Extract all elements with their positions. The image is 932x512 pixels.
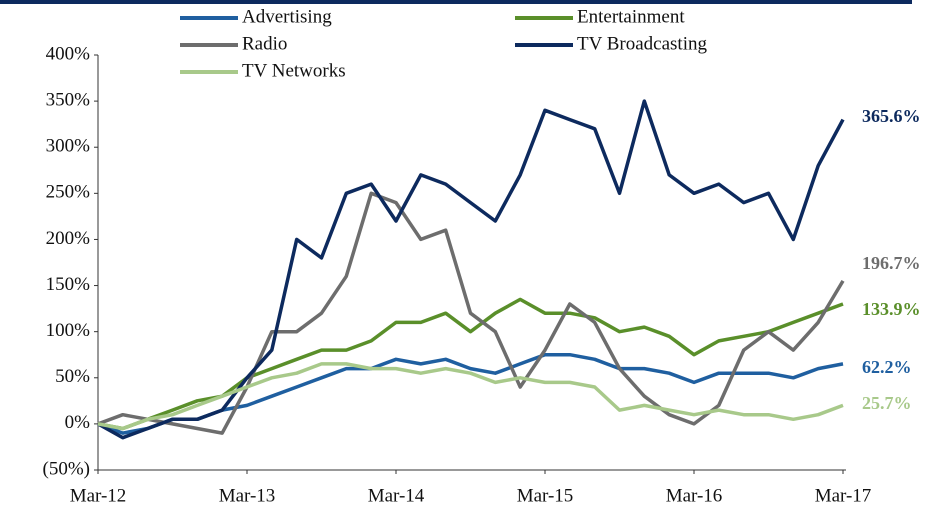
series-line xyxy=(97,362,844,431)
end-annotation: 196.7% xyxy=(862,253,921,273)
x-tick-label: Mar-15 xyxy=(517,485,574,506)
series-line xyxy=(97,99,845,440)
legend-label: Advertising xyxy=(242,6,332,27)
y-tick-label: 350% xyxy=(46,89,91,110)
x-tick-label: Mar-14 xyxy=(368,485,425,506)
legend-label: Entertainment xyxy=(577,6,685,27)
x-tick-label: Mar-17 xyxy=(815,485,872,506)
y-tick-label: 200% xyxy=(46,228,91,249)
series-line xyxy=(97,297,844,431)
end-annotation: 25.7% xyxy=(862,393,912,413)
series-line xyxy=(97,191,845,435)
y-tick-label: 400% xyxy=(46,43,91,64)
y-tick-label: (50%) xyxy=(43,458,90,479)
legend-label: TV Networks xyxy=(242,60,346,81)
x-tick-label: Mar-13 xyxy=(219,485,276,506)
legend-label: Radio xyxy=(242,33,287,54)
legend-label: TV Broadcasting xyxy=(577,33,707,54)
end-annotation: 62.2% xyxy=(862,357,912,377)
x-tick-label: Mar-12 xyxy=(70,485,127,506)
y-tick-label: 300% xyxy=(46,136,91,157)
y-tick-label: 100% xyxy=(46,320,91,341)
y-tick-label: 150% xyxy=(46,274,91,295)
x-tick-label: Mar-16 xyxy=(666,485,723,506)
y-tick-label: 250% xyxy=(46,182,91,203)
end-annotation: 133.9% xyxy=(862,299,921,319)
y-tick-label: 0% xyxy=(65,412,91,433)
y-tick-label: 50% xyxy=(55,366,90,387)
end-annotation: 365.6% xyxy=(862,106,921,126)
series-line xyxy=(97,352,844,435)
